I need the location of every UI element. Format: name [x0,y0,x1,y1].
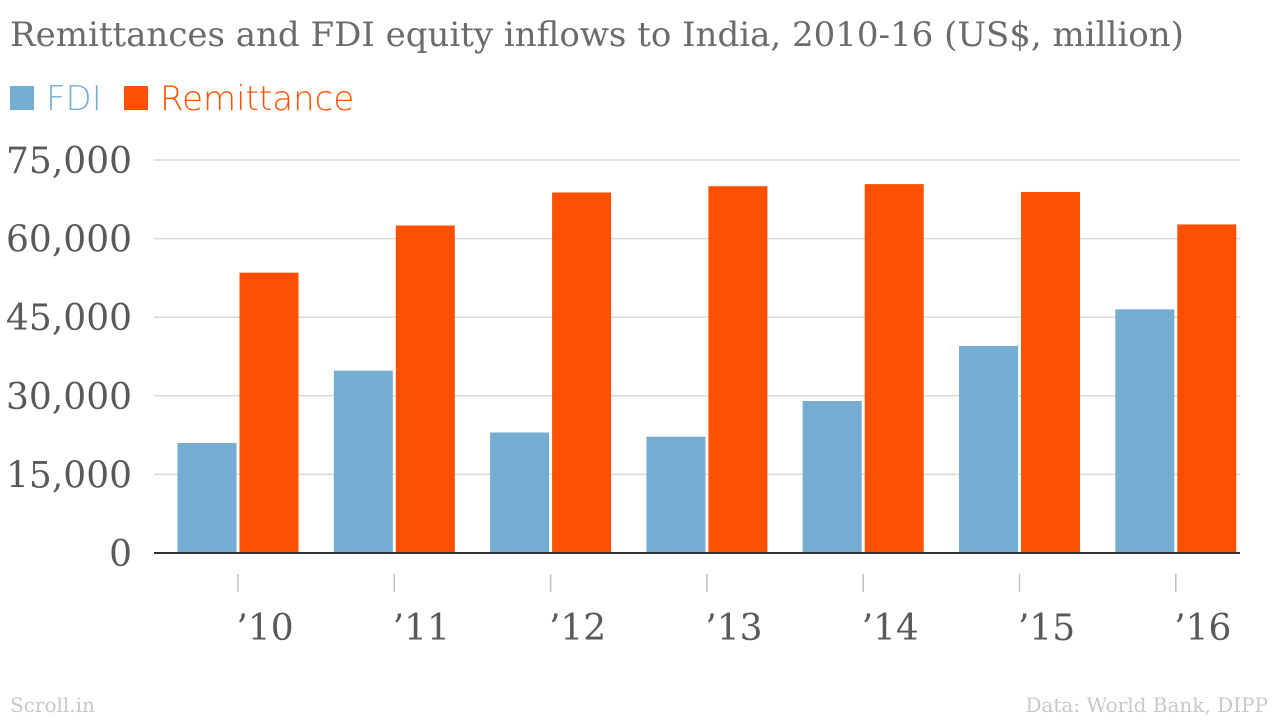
bar-remittance-0 [239,272,299,553]
legend-swatch-fdi [10,86,34,110]
bar-fdi-1 [333,370,393,553]
bar-fdi-3 [646,436,706,553]
x-tick-label: ’12 [549,608,606,649]
bar-remittance-4 [864,184,924,553]
bar-fdi-6 [1115,309,1175,553]
x-tick-label: ’10 [236,608,293,649]
bar-fdi-0 [177,442,237,553]
bar-fdi-4 [802,401,862,553]
footer-source-left: Scroll.in [10,693,95,717]
y-tick-label: 75,000 [6,141,132,182]
x-axis: ’10 ’11 ’12 ’13 ’14 ’15 ’16 [236,574,1231,649]
legend-label-remittance: Remittance [160,79,354,119]
x-tick-label: ’14 [862,608,919,649]
footer-source-right: Data: World Bank, DIPP [1025,693,1268,717]
legend-label-fdi: FDI [46,79,102,119]
y-tick-label: 45,000 [6,298,132,339]
bar-fdi-2 [490,432,550,553]
bar-remittance-5 [1021,191,1080,554]
x-tick-label: ’15 [1018,608,1075,649]
chart-title: Remittances and FDI equity inflows to In… [10,15,1184,55]
x-tick-label: ’16 [1174,608,1231,649]
y-tick-label: 30,000 [6,377,132,418]
bar-fdi-5 [959,346,1018,553]
y-tick-label: 60,000 [6,220,132,261]
y-tick-label: 0 [109,534,132,575]
bar-remittance-2 [552,192,612,553]
bar-remittance-1 [395,225,455,553]
x-tick-label: ’13 [705,608,762,649]
legend: FDI Remittance [10,79,354,119]
legend-swatch-remittance [124,86,148,110]
bar-remittance-6 [1177,224,1237,553]
bars [177,184,1237,554]
x-tick-label: ’11 [393,608,450,649]
y-tick-label: 15,000 [6,455,132,496]
bar-remittance-3 [708,186,768,553]
y-axis: 0 15,000 30,000 45,000 60,000 75,000 [6,141,132,575]
